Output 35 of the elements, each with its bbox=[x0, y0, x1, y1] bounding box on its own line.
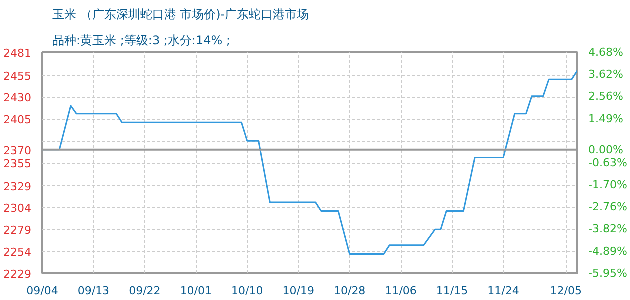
y-tick-label: 2304 bbox=[4, 202, 32, 216]
y2-tick-label: -5.95% bbox=[588, 267, 628, 280]
y2-tick-label: -1.70% bbox=[588, 178, 628, 192]
x-tick-label: 09/22 bbox=[129, 284, 161, 298]
y-tick-label: 2279 bbox=[4, 224, 32, 238]
x-tick-label: 11/24 bbox=[488, 284, 520, 298]
y-tick-label: 2229 bbox=[4, 268, 32, 281]
x-tick-label: 09/04 bbox=[26, 284, 58, 298]
y2-tick-label: -0.63% bbox=[588, 156, 628, 170]
y-tick-label: 2481 bbox=[4, 47, 32, 60]
y2-tick-label: -3.82% bbox=[588, 222, 628, 236]
y2-tick-label: -2.76% bbox=[588, 200, 628, 214]
x-tick-label: 11/15 bbox=[436, 284, 468, 298]
y2-tick-label: 1.49% bbox=[588, 112, 624, 126]
x-tick-label: 10/10 bbox=[232, 284, 264, 298]
y-tick-label: 2329 bbox=[4, 180, 32, 194]
y-tick-label: 2455 bbox=[4, 70, 32, 83]
y2-tick-label: 0.00% bbox=[588, 143, 624, 156]
x-tick-label: 12/05 bbox=[550, 284, 582, 298]
chart-subtitle: 品种:黄玉米 ;等级:3 ;水分:14% ; bbox=[52, 34, 231, 48]
y-tick-label: 2405 bbox=[4, 114, 32, 127]
y2-tick-label: -4.89% bbox=[588, 244, 628, 258]
x-tick-label: 11/06 bbox=[385, 284, 417, 298]
y-tick-label: 2430 bbox=[4, 92, 32, 105]
y-tick-label: 2355 bbox=[4, 158, 32, 170]
y2-tick-label: 4.68% bbox=[588, 46, 624, 59]
x-tick-label: 10/01 bbox=[180, 284, 212, 298]
y2-tick-label: 3.62% bbox=[588, 68, 624, 82]
y-tick-label: 2370 bbox=[4, 144, 32, 158]
chart-title: 玉米 （广东深圳蛇口港 市场价)-广东蛇口港市场 bbox=[52, 8, 310, 22]
y-tick-label: 2254 bbox=[4, 246, 32, 260]
x-tick-label: 10/28 bbox=[334, 284, 366, 298]
x-tick-label: 09/13 bbox=[78, 284, 110, 298]
x-tick-label: 10/19 bbox=[282, 284, 314, 298]
y2-tick-label: 2.56% bbox=[588, 90, 624, 104]
